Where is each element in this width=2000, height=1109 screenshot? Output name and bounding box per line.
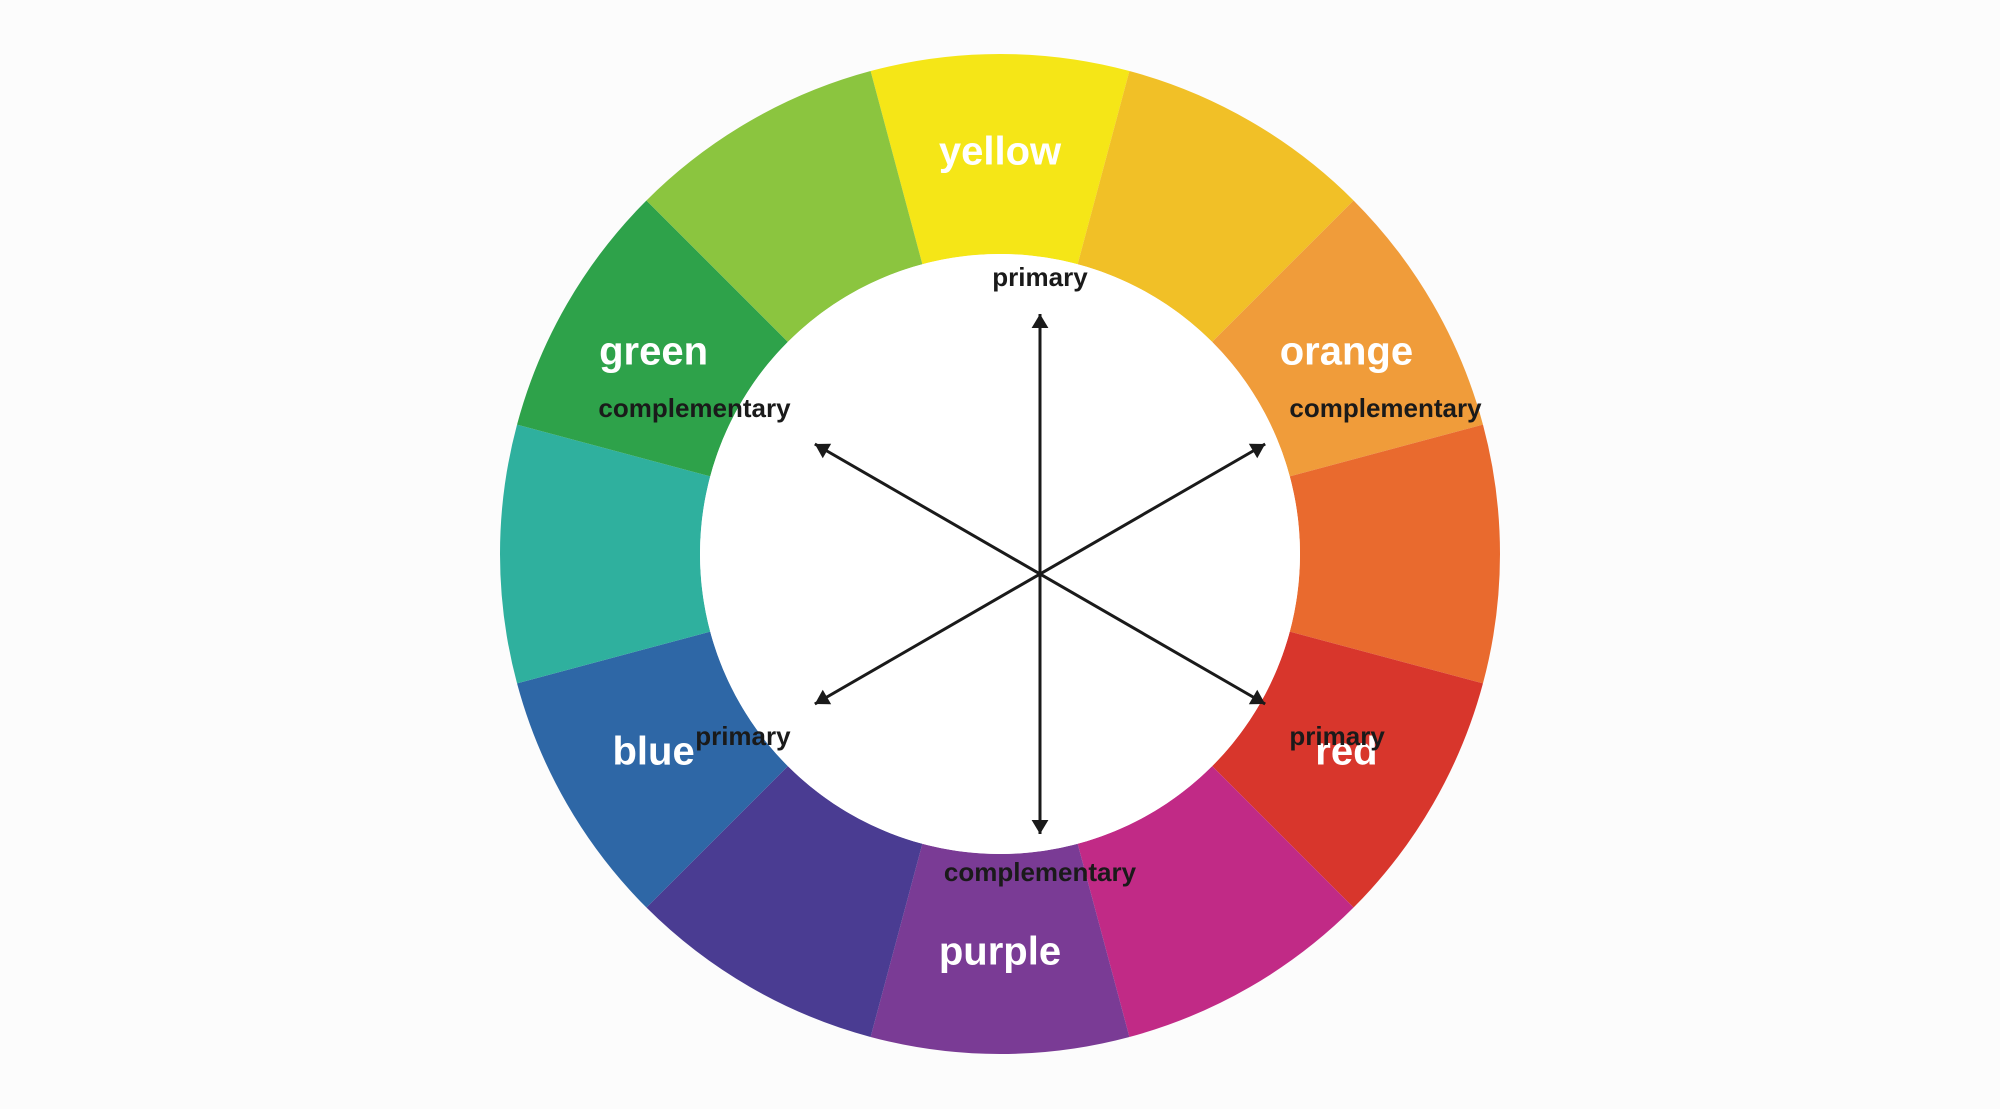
arrow-label-yellow-purple-1: primary [992, 262, 1088, 292]
segment-label-yellow: yellow [939, 130, 1062, 174]
segment-label-blue: blue [612, 730, 694, 774]
arrow-label-green-red-1: complementary [598, 393, 791, 423]
segment-label-purple: purple [939, 930, 1061, 974]
diagram-stage: yelloworangeredpurplebluegreenprimarycom… [0, 0, 2000, 1109]
segment-label-green: green [599, 330, 708, 374]
wheel-inner-circle [700, 254, 1300, 854]
segment-label-orange: orange [1280, 330, 1413, 374]
arrow-label-orange-blue-2: primary [695, 721, 791, 751]
arrow-label-orange-blue-1: complementary [1289, 393, 1482, 423]
arrow-label-yellow-purple-2: complementary [944, 857, 1137, 887]
arrow-label-green-red-2: primary [1289, 721, 1385, 751]
color-wheel-svg: yelloworangeredpurplebluegreenprimarycom… [0, 0, 2000, 1109]
color-wheel: yelloworangeredpurplebluegreen [500, 54, 1500, 1054]
